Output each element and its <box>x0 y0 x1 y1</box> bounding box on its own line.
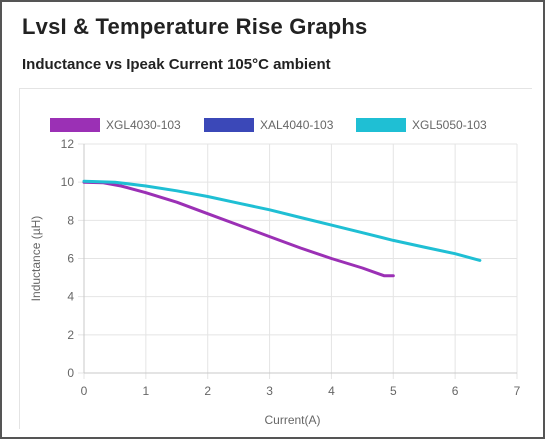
x-tick-label: 4 <box>328 384 335 398</box>
series-line <box>82 179 482 262</box>
legend-label: XGL4030-103 <box>106 118 181 132</box>
y-tick-label: 4 <box>67 290 74 304</box>
legend-swatch <box>204 118 254 132</box>
y-axis-title: Inductance (µH) <box>29 216 43 302</box>
legend-swatch <box>356 118 406 132</box>
x-tick-label: 2 <box>204 384 211 398</box>
x-tick-label: 1 <box>143 384 150 398</box>
legend-label: XGL5050-103 <box>412 118 487 132</box>
x-axis-title: Current(A) <box>264 413 320 427</box>
x-tick-label: 3 <box>266 384 273 398</box>
chart-area: 0 1 2 3 4 5 6 7 0 2 4 6 8 10 12 Current(A) Inductance (µ… <box>19 88 532 429</box>
y-tick-label: 8 <box>67 213 74 227</box>
x-tick-label: 6 <box>452 384 459 398</box>
page-title: LvsI & Temperature Rise Graphs <box>22 14 368 39</box>
legend-swatch <box>50 118 100 132</box>
y-tick-label: 12 <box>61 137 75 151</box>
x-tick-label: 0 <box>81 384 88 398</box>
legend-label: XAL4040-103 <box>260 118 334 132</box>
y-tick-label: 6 <box>67 252 74 266</box>
y-tick-label: 10 <box>61 175 75 189</box>
chart-subtitle: Inductance vs Ipeak Current 105°C ambien… <box>22 56 331 73</box>
y-tick-label: 0 <box>67 366 74 380</box>
x-tick-label: 5 <box>390 384 397 398</box>
x-tick-label: 7 <box>514 384 521 398</box>
series-line <box>82 180 395 278</box>
y-tick-label: 2 <box>67 328 74 342</box>
